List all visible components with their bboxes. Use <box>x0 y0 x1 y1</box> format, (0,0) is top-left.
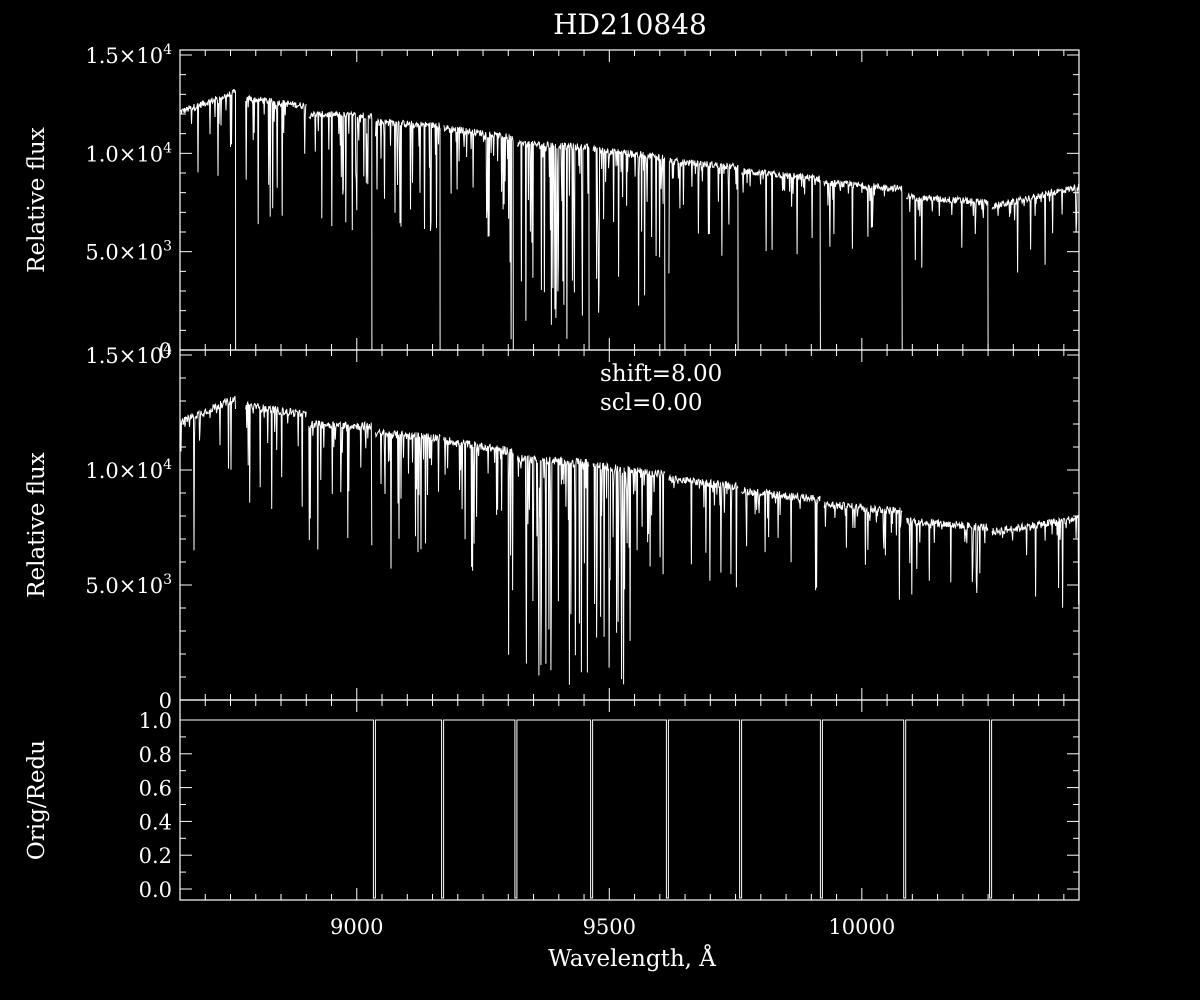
x-tick-label: 9500 <box>583 915 636 939</box>
axes-frame <box>179 699 1080 901</box>
y-tick-times: × <box>119 574 137 598</box>
y-tick-mantissa: 5.0 <box>85 241 118 265</box>
y-tick-label: 1.0 <box>139 709 172 733</box>
y-tick-base: 10 <box>136 344 163 368</box>
y-tick-times: × <box>119 459 137 483</box>
spectrum-line <box>991 183 1080 273</box>
spectrum-line <box>179 88 238 351</box>
y-tick-mantissa: 5.0 <box>85 574 118 598</box>
spectrum-line <box>179 395 236 551</box>
y-tick-label: 0 <box>159 339 172 363</box>
y-tick-label: 0.8 <box>139 743 172 767</box>
annotation-shift: shift=8.00 <box>600 361 722 387</box>
x-tick-label: 9000 <box>330 915 383 939</box>
y-tick-exponent: 4 <box>163 457 172 473</box>
spectrum-line <box>668 474 739 588</box>
y-tick-base: 10 <box>136 574 163 598</box>
y-tick-label: 0.0 <box>139 878 172 902</box>
spectrum-line <box>375 428 441 569</box>
y-tick-mantissa: 1.5 <box>85 344 118 368</box>
y-axis-label: Relative flux <box>24 127 50 273</box>
y-tick-exponent: 3 <box>163 239 172 255</box>
spectrum-line <box>375 117 443 351</box>
panel-ratio: 0.0 0.2 0.4 0.6 0.8 1.0 Orig/Redu <box>24 699 1080 902</box>
spectrum-line <box>823 179 905 351</box>
y-tick-label: 0.6 <box>139 777 172 801</box>
y-tick-exponent: 4 <box>163 42 172 58</box>
y-tick-base: 10 <box>136 142 163 166</box>
spectrum-line <box>245 94 307 225</box>
spectrum-line <box>592 461 666 685</box>
spectrum-line <box>905 517 989 595</box>
y-tick-mantissa: 1.0 <box>85 142 118 166</box>
spectrum-line <box>905 192 991 351</box>
y-tick-exponent: 4 <box>163 140 172 156</box>
y-tick-mantissa: 0 <box>159 339 172 363</box>
y-tick-times: × <box>119 44 137 68</box>
y-tick-times: × <box>119 241 137 265</box>
x-axis-label: Wavelength, Å <box>548 944 716 972</box>
spectrum-line <box>443 437 514 655</box>
y-axis-label: Orig/Redu <box>24 740 50 860</box>
y-tick-exponent: 3 <box>163 572 172 588</box>
spectrum-line <box>245 400 307 509</box>
y-tick-label: 0 <box>159 689 172 713</box>
y-tick-times: × <box>119 344 137 368</box>
y-tick-label: 0.2 <box>139 844 172 868</box>
y-tick-label: 1.5×104 <box>85 42 172 68</box>
spectrum-line <box>741 487 821 591</box>
y-tick-base: 10 <box>136 241 163 265</box>
y-tick-label: 1.5×104 <box>85 342 172 368</box>
y-tick-mantissa: 1.5 <box>85 44 118 68</box>
spectrum-line <box>443 124 516 351</box>
spectrum-line <box>668 157 741 351</box>
x-tick-labels: 9000 9500 10000 <box>330 915 895 939</box>
y-tick-mantissa: 1.0 <box>85 459 118 483</box>
chart-title: HD210848 <box>553 8 707 41</box>
annotation-scale: scl=0.00 <box>600 390 703 416</box>
y-tick-times: × <box>119 142 137 166</box>
y-tick-exponent: 4 <box>163 342 172 358</box>
ratio-line <box>180 719 1079 899</box>
spectrum-line <box>516 454 590 685</box>
y-tick-label: 5.0×103 <box>85 572 172 598</box>
spectrum-line <box>516 139 592 351</box>
spectrum-line <box>308 420 373 550</box>
spectrum-line <box>741 168 823 351</box>
spectrum-line <box>991 514 1080 608</box>
spectrum-line <box>592 144 667 351</box>
spectrum-line <box>823 501 903 600</box>
y-tick-mantissa: 0 <box>159 689 172 713</box>
y-tick-label: 1.0×104 <box>85 140 172 166</box>
y-axis-label: Relative flux <box>24 452 50 598</box>
y-tick-label: 1.0×104 <box>85 457 172 483</box>
spectrum-line <box>308 110 374 351</box>
y-tick-base: 10 <box>136 459 163 483</box>
y-tick-label: 5.0×103 <box>85 239 172 265</box>
y-tick-label: 0.4 <box>139 810 172 834</box>
x-tick-label: 10000 <box>828 915 895 939</box>
y-tick-base: 10 <box>136 44 163 68</box>
